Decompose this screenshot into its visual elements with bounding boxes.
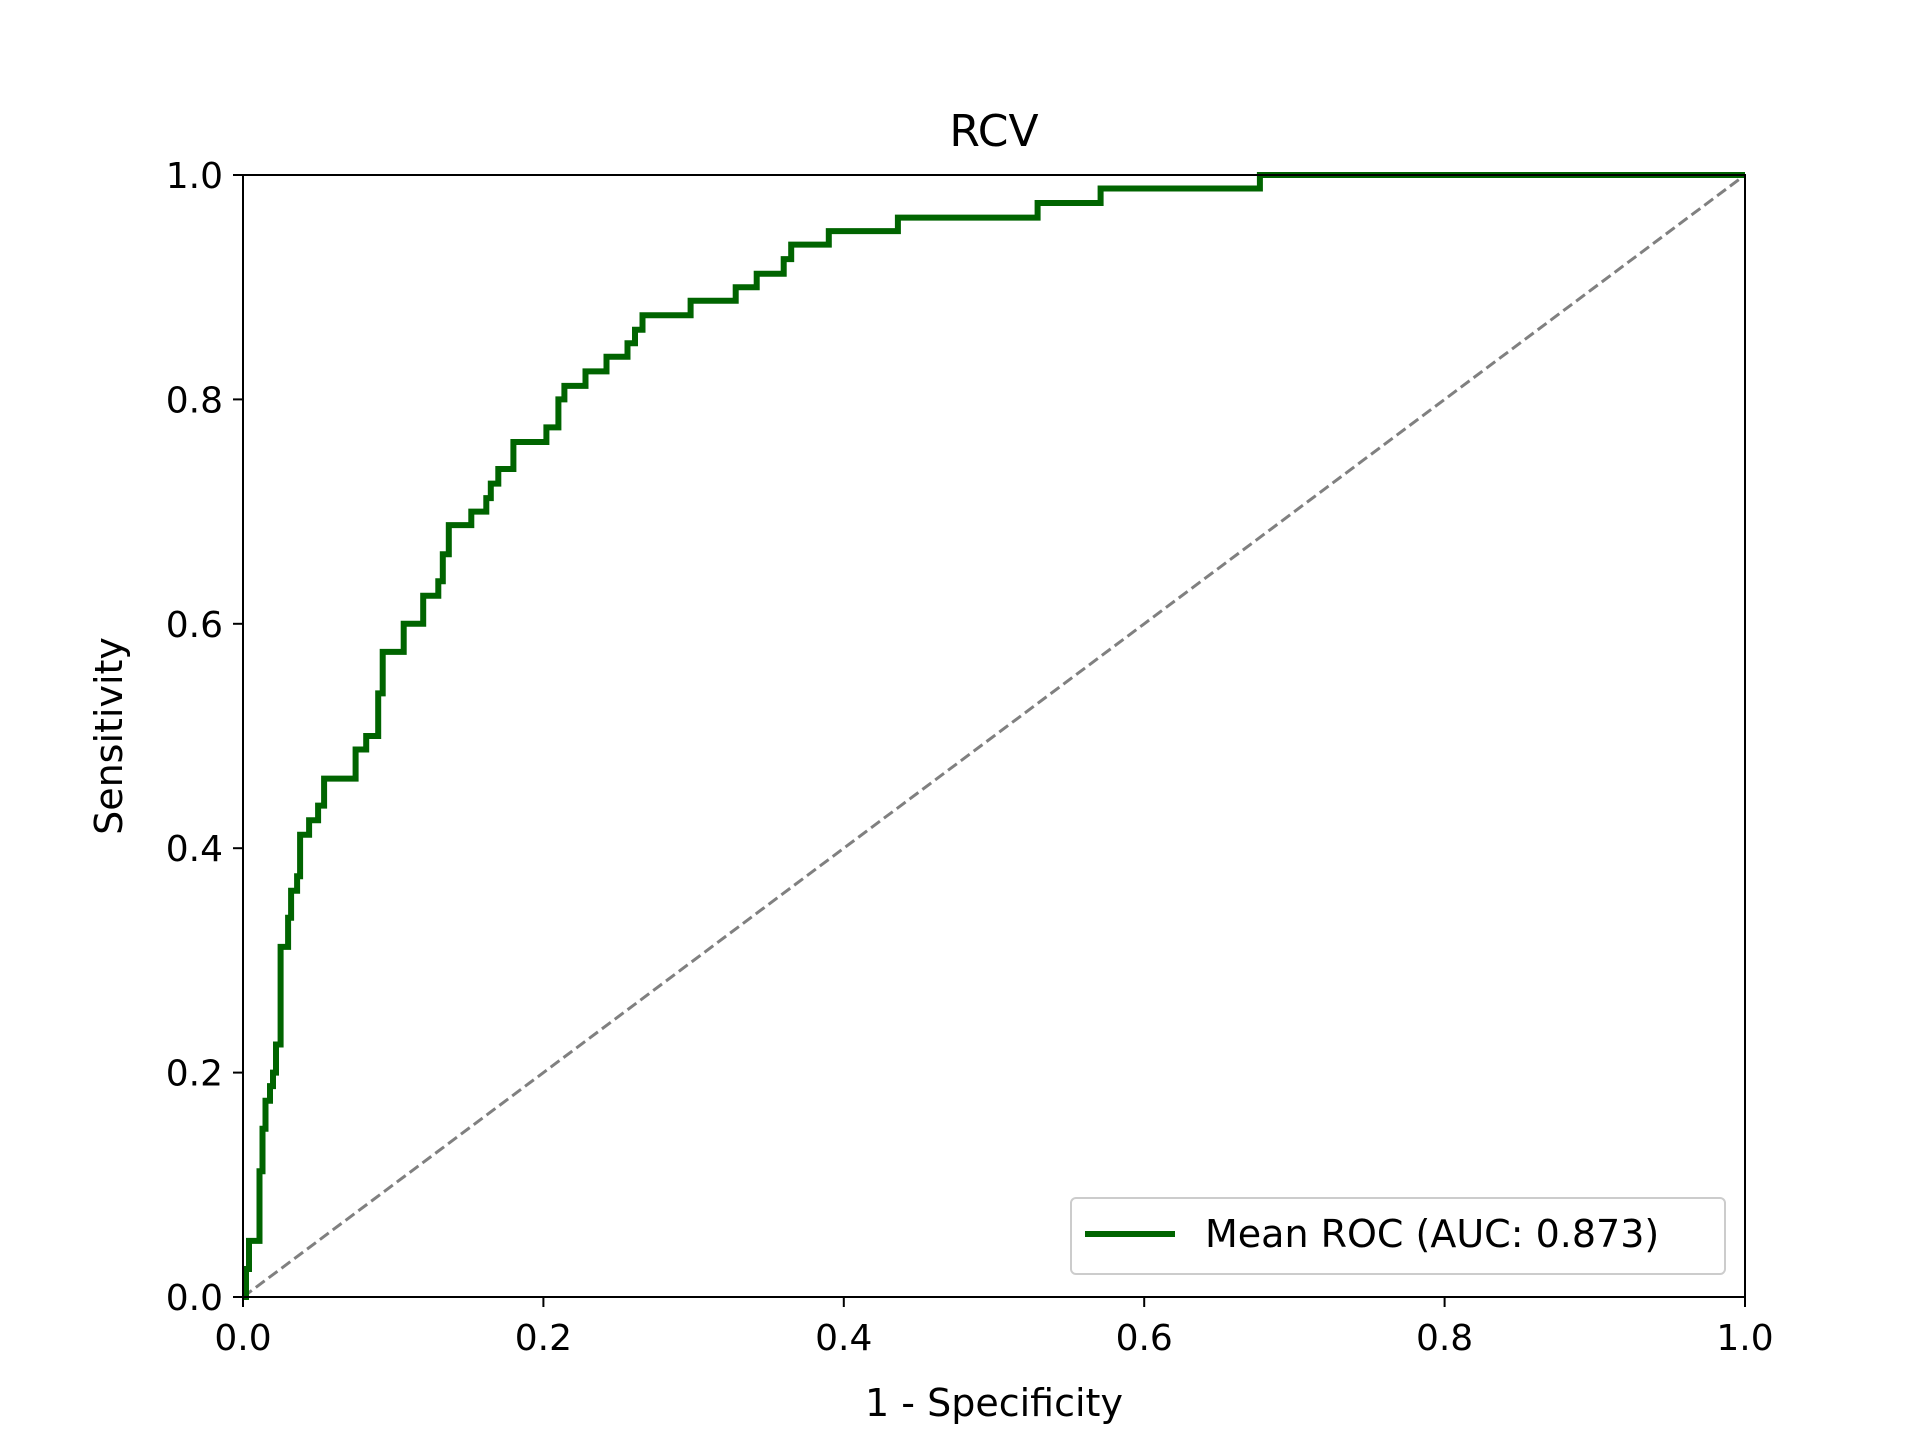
x-tick-label: 0.6 [1116,1318,1173,1359]
plot-area [242,172,1746,1300]
x-tick-label: 0.4 [815,1318,872,1359]
y-tick-label: 1.0 [166,156,223,197]
y-tick-label: 0.4 [166,829,223,870]
legend-label: Mean ROC (AUC: 0.873) [1205,1212,1659,1256]
x-tick-label: 0.0 [214,1318,271,1359]
x-tick-label: 0.2 [515,1318,572,1359]
legend: Mean ROC (AUC: 0.873) [1070,1197,1726,1275]
y-tick-label: 0.0 [166,1278,223,1319]
plot-frame [242,174,1746,1298]
x-axis: 0.0 0.2 0.4 0.6 0.8 1.0 [214,1297,1774,1359]
legend-box [1070,1197,1726,1275]
y-axis: 0.0 0.2 0.4 0.6 0.8 1.0 [166,156,243,1319]
y-axis-label: Sensitivity [87,637,131,835]
mean-roc-curve [243,172,1745,1300]
x-tick-label: 0.8 [1416,1318,1473,1359]
y-tick-label: 0.6 [166,605,223,646]
chance-diagonal-line [242,173,1746,1299]
y-tick-label: 0.8 [166,380,223,421]
chart-title: RCV [949,106,1038,157]
x-axis-label: 1 - Specificity [865,1381,1123,1425]
y-tick-label: 0.2 [166,1054,223,1095]
x-tick-label: 1.0 [1716,1318,1773,1359]
